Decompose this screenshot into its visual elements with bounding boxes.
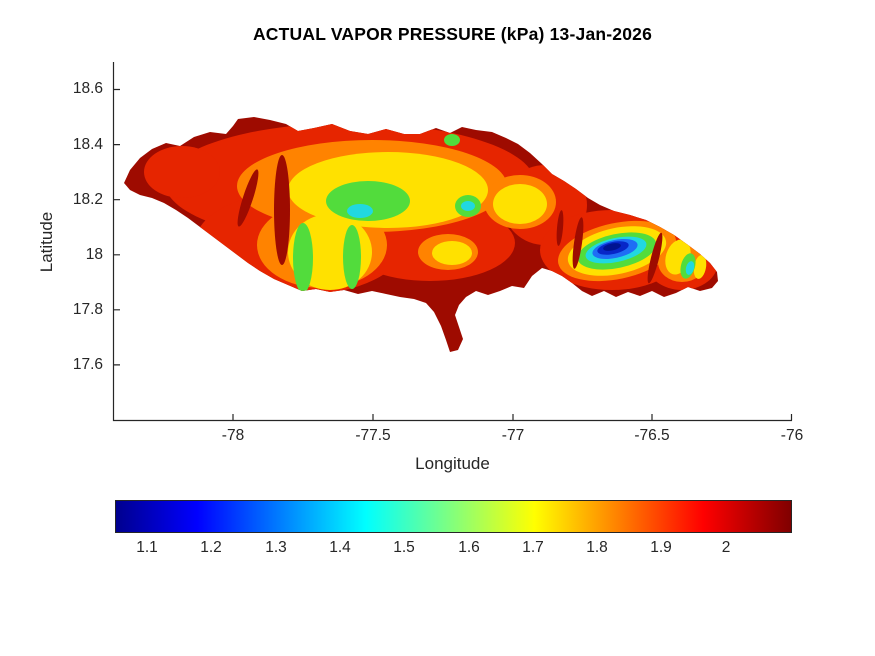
y-tick-label: 18 [85,246,103,263]
tick-marks [113,88,793,421]
colorbar-tick-label: 1.2 [200,539,222,556]
x-tick-label: -77 [501,427,525,444]
colorbar-tick-label: 1.4 [329,539,351,556]
x-tick-label: -76.5 [634,427,670,444]
y-tick-label: 18.2 [72,191,103,208]
x-tick-label: -77.5 [355,427,391,444]
colorbar-tick-label: 1.8 [586,539,608,556]
axis-lines [112,62,792,422]
x-tick-label: -76 [780,427,804,444]
island-contour-fill [124,117,718,352]
y-axis-label: Latitude [37,211,56,273]
colorbar [115,500,792,533]
colorbar-tick-label: 1.7 [522,539,544,556]
y-tick-label: 18.6 [72,80,103,97]
y-tick-label: 17.8 [72,301,103,318]
contour-texture-streaks [237,155,663,284]
y-tick-label: 18.4 [72,136,103,153]
colorbar-tick-label: 1.9 [650,539,672,556]
x-tick-label: -78 [221,427,245,444]
colorbar-tick-label: 1.1 [136,539,158,556]
x-axis-label: Longitude [415,454,490,473]
colorbar-tick-label: 1.5 [393,539,415,556]
contour-level-blue-core [592,238,638,260]
y-tick-label: 17.6 [72,356,103,373]
chart-title: ACTUAL VAPOR PRESSURE (kPa) 13-Jan-2026 [252,24,653,44]
colorbar-tick-label: 2 [721,539,731,556]
colorbar-tick-label: 1.6 [458,539,480,556]
colorbar-tick-label: 1.3 [265,539,287,556]
